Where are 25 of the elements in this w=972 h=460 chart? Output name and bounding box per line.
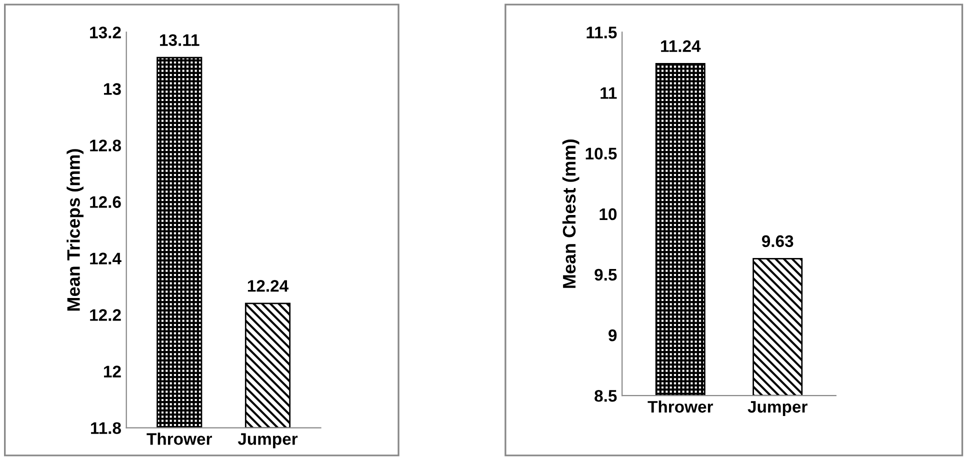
y-tick-label: 12.2: [90, 309, 121, 321]
y-tick-label: 12.8: [90, 140, 121, 152]
y-tick-label: 9.5: [594, 268, 617, 281]
y-tick-label: 11: [600, 87, 617, 99]
y-tick-label: 11.5: [586, 26, 617, 38]
y-axis-title: Mean Triceps (mm): [66, 149, 84, 311]
y-tick-label: 12.4: [90, 252, 122, 264]
y-tick-label: 13.2: [90, 26, 121, 38]
x-tick-label: Jumper: [238, 433, 298, 448]
data-label: 12.24: [248, 280, 289, 292]
y-tick-label: 8.5: [594, 390, 617, 402]
x-tick-label: Thrower: [648, 400, 714, 413]
data-label: 9.63: [762, 235, 794, 248]
y-tick-label: 9: [608, 329, 617, 342]
y-tick-label: 12.6: [90, 196, 121, 208]
data-label: 11.24: [661, 40, 701, 52]
x-tick-label: Thrower: [146, 432, 212, 445]
y-tick-label: 11.8: [91, 422, 121, 434]
x-tick-label: Jumper: [748, 401, 808, 416]
y-tick-label: 10.5: [586, 148, 617, 160]
y-axis-title: Mean Chest (mm): [562, 140, 580, 288]
data-label: 13.11: [160, 34, 200, 46]
y-tick-label: 10: [600, 208, 617, 220]
y-tick-label: 13: [104, 83, 121, 95]
y-tick-label: 12: [104, 366, 121, 378]
